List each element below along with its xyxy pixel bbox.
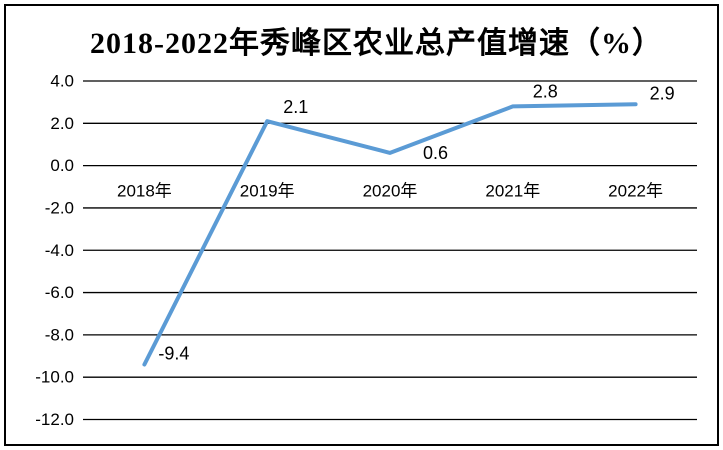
data-point-label: -9.4	[158, 343, 189, 363]
data-point-label: 2.8	[533, 81, 558, 101]
data-line-series	[142, 102, 638, 367]
x-axis-category-label: 2021年	[485, 182, 540, 201]
x-axis-category-label: 2018年	[117, 182, 172, 201]
data-point-label: 0.6	[423, 143, 448, 163]
data-point-label: 2.9	[650, 83, 675, 103]
y-axis-tick-label: -8.0	[45, 325, 74, 344]
y-axis-tick-label: 2.0	[50, 114, 74, 133]
y-axis-tick-label: -2.0	[45, 198, 74, 217]
y-axis-tick-label: -12.0	[35, 410, 74, 429]
y-axis-tick-label: 0.0	[50, 156, 74, 175]
data-point-label: 2.1	[283, 97, 308, 117]
y-axis-tick-label: -6.0	[45, 283, 74, 302]
y-axis-tick-label: -10.0	[35, 368, 74, 387]
x-axis-category-label: 2020年	[363, 182, 418, 201]
chart-title: 2018-2022年秀峰区农业总产值增速（%）	[90, 27, 663, 60]
y-axis-tick-label: -4.0	[45, 241, 74, 260]
x-axis-category-label: 2019年	[240, 182, 295, 201]
y-axis-tick-label: 4.0	[50, 72, 74, 91]
x-axis-category-label: 2022年	[608, 182, 663, 201]
